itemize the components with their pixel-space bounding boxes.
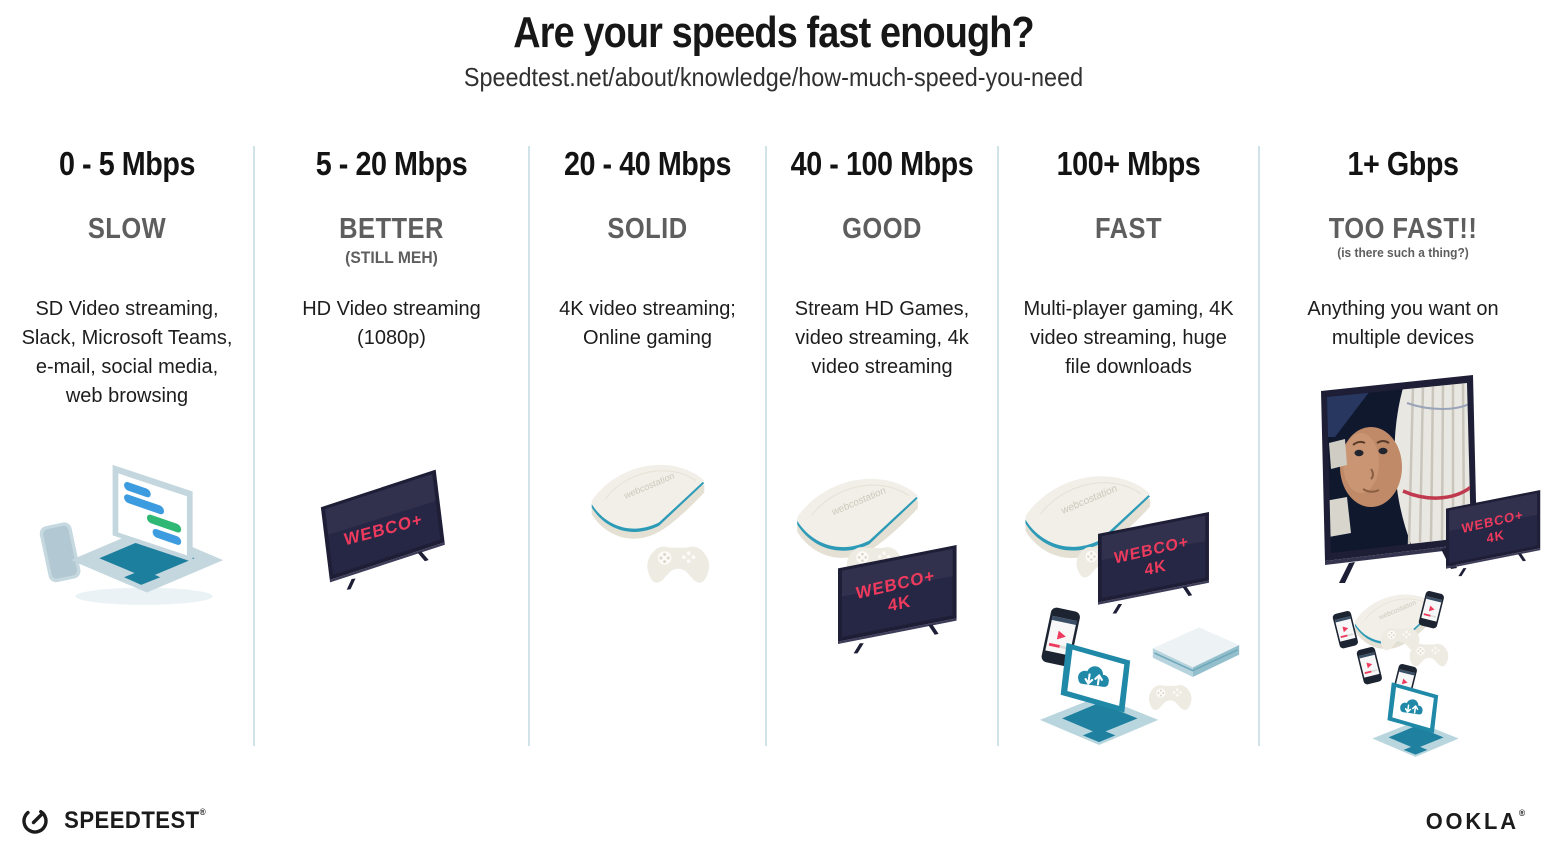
page-subtitle-url: Speedtest.net/about/knowledge/how-much-s… [463,62,1084,92]
many-devices-illustration: WEBCO+ 4K [1321,375,1541,758]
speed-range: 5 - 20 Mbps [315,145,468,182]
game-console-icon [796,478,919,559]
column-divider [1258,146,1260,746]
movie-tv-icon [1321,375,1477,583]
speed-description: HD Video streaming (1080p) [302,298,481,349]
speed-rating: TOO FAST!! [1328,213,1478,245]
phone-icon [1332,610,1359,650]
rating-note: (is there such a thing?) [1337,245,1469,260]
speed-column-20-40-mbps: 20 - 40 Mbps SOLID 4K video streaming; O… [529,145,766,753]
tv-screen-4k-label: 4K [1486,527,1505,546]
game-controller-icon [1148,685,1192,710]
speed-rating: SOLID [607,213,688,245]
speed-range: 20 - 40 Mbps [563,145,732,182]
game-controller-icon [1409,643,1449,667]
phone-icon [39,522,81,583]
speed-range: 1+ Gbps [1347,145,1459,182]
speed-description: Anything you want on multiple devices [1307,298,1499,349]
speedtest-wordmark: SPEEDTEST® [64,807,207,834]
ookla-logo: OOKLA® [1423,808,1531,835]
speed-description: 4K video streaming; Online gaming [559,298,736,349]
game-console-illustration [591,464,710,583]
speed-description: Multi-player gaming, 4K video streaming,… [1023,298,1234,378]
column-divider [253,146,255,746]
speed-rating: SLOW [87,213,167,245]
page-title: Are your speeds fast enough? [513,8,1034,57]
trademark-symbol: ® [1519,808,1529,818]
speed-description: SD Video streaming, Slack, Microsoft Tea… [21,298,233,407]
game-console-icon [591,464,705,540]
ookla-wordmark: OOKLA® [1425,808,1529,834]
column-divider [997,146,999,746]
speed-rating: GOOD [842,213,922,245]
speed-column-100-plus-mbps: 100+ Mbps FAST Multi-player gaming, 4K v… [998,145,1259,753]
console-and-4k-tv-illustration: WEBCO+ 4K [796,478,957,654]
speed-column-1-plus-gbps: 1+ Gbps TOO FAST!! (is there such a thin… [1259,145,1547,758]
chat-bubbles-icon [124,481,182,545]
speed-description: Stream HD Games, video streaming, 4k vid… [794,298,970,378]
speed-column-0-5-mbps: 0 - 5 Mbps SLOW SD Video streaming, Slac… [0,145,254,753]
speed-range: 0 - 5 Mbps [58,145,196,182]
slim-console-icon [1152,626,1240,678]
hd-tv-illustration: WEBCO+ [317,469,449,592]
speedtest-logo: SPEEDTEST® [20,806,212,836]
laptop-download-icon [1371,681,1460,758]
game-controller-icon [647,546,710,583]
phone-icon [1418,590,1445,630]
speedtest-gauge-icon [22,808,48,834]
movie-still-astronaut [1327,383,1471,553]
laptop-icon [70,464,224,593]
speed-rating: BETTER [339,213,444,245]
speed-range: 40 - 100 Mbps [790,145,974,182]
multi-device-illustration: WEBCO+ 4K [1024,475,1240,747]
column-divider [765,146,767,746]
column-divider [528,146,530,746]
speed-rating: FAST [1095,213,1162,245]
speed-column-5-20-mbps: 5 - 20 Mbps BETTER (STILL MEH) HD Video … [254,145,529,753]
phone-icon [1356,646,1383,686]
speed-column-40-100-mbps: 40 - 100 Mbps GOOD Stream HD Games, vide… [766,145,998,753]
trademark-symbol: ® [199,807,207,817]
tv-screen-4k-label: 4K [1144,556,1167,579]
laptop-and-phone-illustration [39,464,224,605]
rating-note: (STILL MEH) [345,248,438,267]
speed-range: 100+ Mbps [1056,145,1201,182]
